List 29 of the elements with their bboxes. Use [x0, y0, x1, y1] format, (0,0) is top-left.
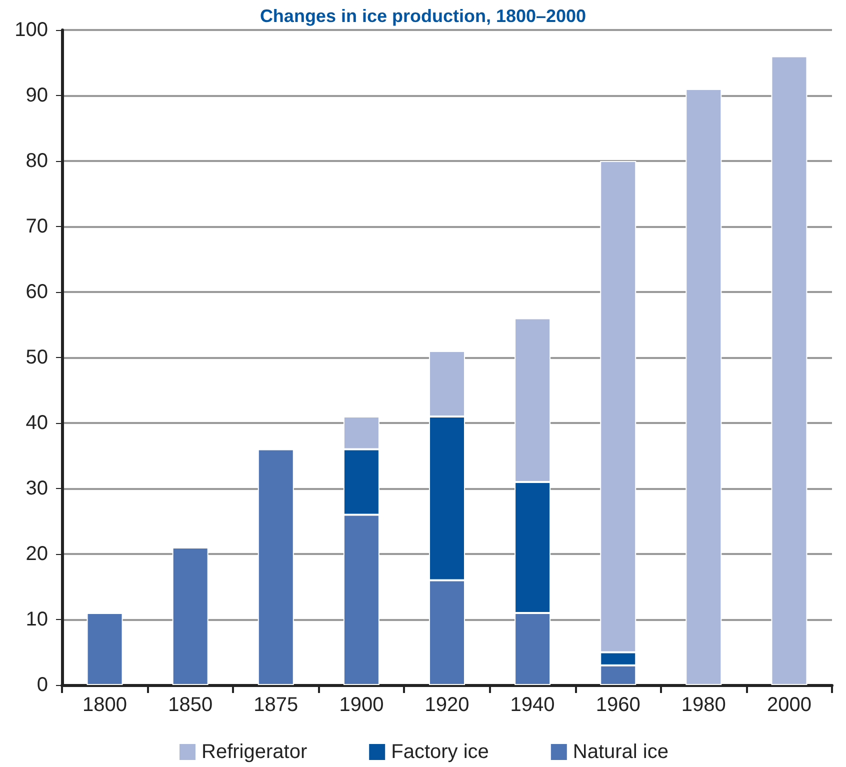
- y-tick-label: 10: [26, 608, 48, 630]
- x-tick-label: 1920: [424, 694, 470, 716]
- x-tick-label: 1875: [254, 694, 298, 716]
- x-tick-label: 1800: [82, 694, 128, 716]
- y-tick-label: 70: [26, 216, 48, 238]
- bar: [771, 56, 808, 685]
- legend-label: Refrigerator: [202, 741, 308, 763]
- x-tick-label: 1850: [168, 694, 213, 716]
- y-tick-label: 90: [26, 84, 48, 106]
- y-tick-label: 40: [26, 412, 48, 434]
- y-tick-label: 20: [26, 543, 48, 565]
- chart-title: Changes in ice production, 1800–2000: [260, 6, 586, 26]
- y-tick-label: 80: [26, 150, 48, 172]
- bar: [258, 449, 294, 685]
- bar: [172, 547, 208, 685]
- legend-label: Factory ice: [391, 741, 489, 763]
- x-tick-label: 1980: [681, 694, 726, 716]
- y-tick-label: 60: [26, 281, 48, 303]
- bar: [86, 612, 123, 685]
- x-tick-label: 2000: [766, 694, 812, 716]
- y-tick-label: 30: [26, 478, 48, 500]
- x-tick-label: 1960: [596, 694, 640, 716]
- x-tick-label: 1940: [510, 694, 555, 716]
- y-tick-label: 0: [36, 674, 48, 696]
- legend-label: Natural ice: [572, 741, 669, 763]
- bar: [686, 88, 722, 685]
- x-tick-label: 1900: [339, 694, 384, 716]
- y-tick-label: 50: [26, 346, 48, 368]
- y-tick-label: 100: [14, 19, 48, 41]
